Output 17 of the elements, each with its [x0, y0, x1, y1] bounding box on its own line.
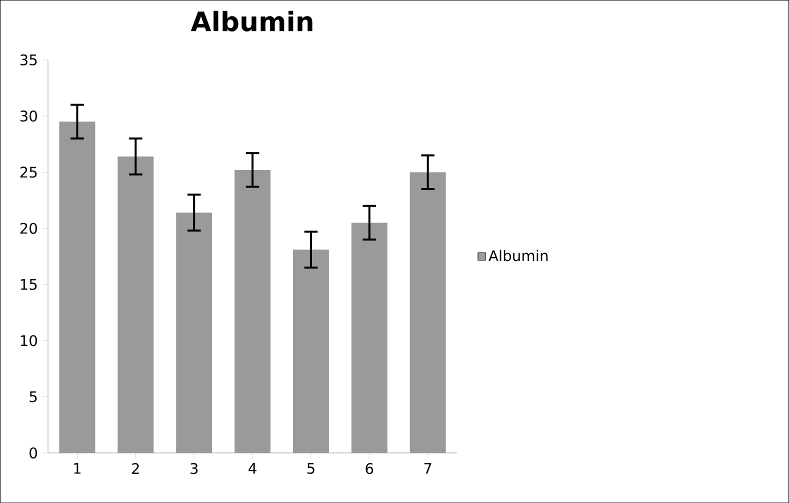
y-tick-label: 10	[20, 335, 37, 346]
x-tick-label: 2	[132, 462, 139, 474]
y-tick-label: 35	[20, 54, 37, 66]
x-tick-label: 1	[74, 462, 81, 474]
x-tick-label: 6	[366, 462, 374, 474]
x-tick-label: 5	[307, 462, 314, 474]
y-tick-label: 25	[20, 166, 37, 178]
y-tick-label: 20	[20, 222, 37, 234]
chart-title: Albumin	[190, 10, 312, 32]
y-tick-label: 30	[20, 110, 37, 122]
y-tick-label: 0	[30, 447, 37, 458]
y-tick-label: 15	[20, 278, 37, 290]
x-tick-label: 3	[190, 462, 198, 474]
y-tick-label: 5	[30, 391, 37, 402]
x-tick-label: 4	[248, 462, 256, 474]
x-tick-label: 7	[424, 462, 432, 474]
legend-label: Albumin	[488, 250, 548, 262]
